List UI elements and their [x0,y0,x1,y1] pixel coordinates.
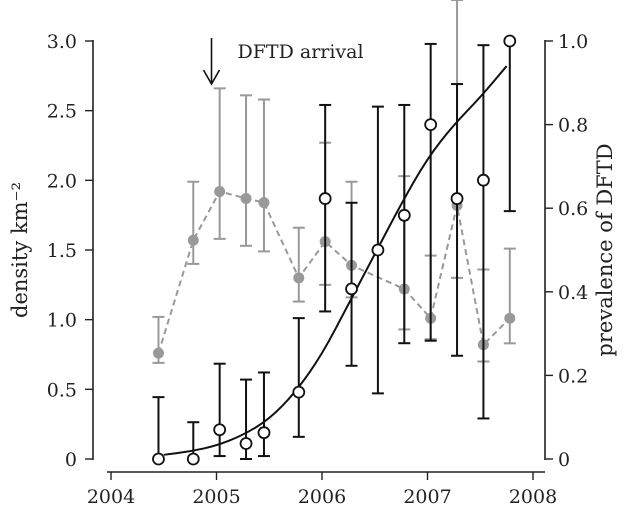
density-error-bar [503,247,516,345]
prevalence-point [503,34,517,48]
y2-tick-label: 1.0 [558,31,588,53]
y-tick-label: 2.0 [47,170,77,192]
y2-axis-title: prevalence of DFTD [593,143,617,356]
density-error-bar [257,98,270,253]
prevalence-error-bar [451,83,464,357]
y-tick-label: 1.0 [47,310,77,332]
y2-tick-label: 0.8 [558,115,588,137]
y2-tick-label: 0.4 [558,282,588,304]
prevalence-error-bar [257,371,270,458]
y-tick-label: 1.5 [47,240,77,262]
annotation: DFTD arrival [202,38,364,86]
y2-tick-label: 0 [558,449,570,471]
density-point [293,272,305,284]
prevalence-error-bar [398,103,411,345]
density-point [258,197,270,209]
prevalence-fit-curve [163,65,508,456]
y2-tick-label: 0.2 [558,365,588,387]
prevalence-point [477,173,490,187]
density-point [240,192,252,204]
prevalence-error-bar [213,362,226,458]
x-tick-label: 2008 [509,486,557,508]
x-tick-label: 2004 [87,486,135,508]
prevalence-point [371,243,385,257]
prevalence-error-bar [477,44,490,420]
prevalence-error-bar [152,396,165,460]
down-arrow-icon [202,69,221,86]
y-tick-label: 2.5 [47,101,77,123]
prevalence-point [318,192,332,205]
y-tick-label: 3.0 [47,31,77,53]
density-error-bar [292,226,305,303]
prevalence-point [397,208,411,222]
density-error-bar [213,87,226,240]
prevalence-point [424,118,438,131]
density-error-bar [240,94,253,247]
annotation-label: DFTD arrival [238,41,364,63]
y-tick-label: 0.5 [47,379,77,401]
prevalence-point [292,385,306,399]
prevalence-point [239,437,253,450]
density-point [504,312,516,324]
prevalence-series [152,34,517,466]
y-axis-title: density km⁻² [8,182,32,318]
prevalence-point [186,452,200,466]
ticks: 2004 2005 2006 2007 200800.51.01.52.02.53.00… [47,31,588,508]
density-error-bar [187,180,200,265]
density-point [152,347,164,359]
density-point [214,185,226,197]
prevalence-point [450,192,464,205]
x-tick-label: 2005 [192,486,240,508]
prevalence-point [345,282,358,296]
prevalence-error-bar [292,317,305,438]
x-tick-label: 2006 [298,486,346,508]
density-point [187,234,199,246]
x-tick-label: 2007 [403,486,451,508]
prevalence-error-bar [319,103,332,313]
prevalence-error-bar [424,42,437,342]
y2-tick-label: 0.6 [558,198,588,220]
prevalence-point [213,423,227,437]
axes [92,40,546,473]
y-tick-label: 0 [65,449,77,471]
prevalence-point [257,426,271,440]
prevalence-point [152,452,165,466]
